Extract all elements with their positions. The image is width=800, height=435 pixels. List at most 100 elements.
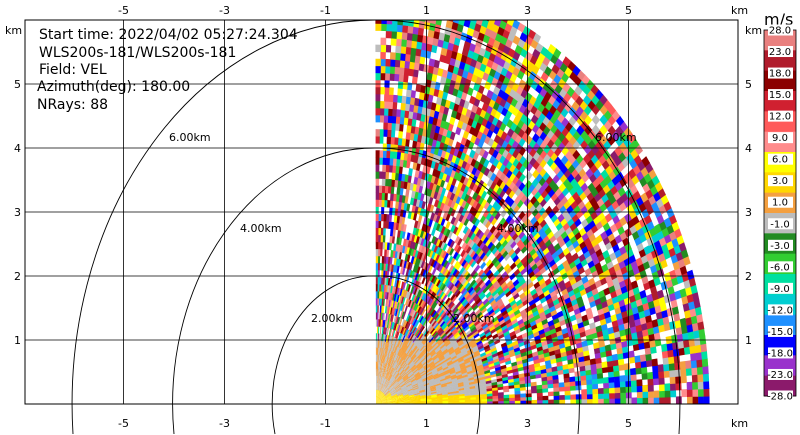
velocity-bin	[477, 204, 484, 214]
velocity-bin	[518, 164, 526, 174]
velocity-bin	[418, 384, 425, 389]
velocity-bin	[401, 335, 406, 343]
velocity-bin	[388, 374, 392, 381]
velocity-bin	[541, 380, 548, 386]
velocity-bin	[388, 384, 393, 390]
velocity-bin	[417, 274, 423, 283]
velocity-bin	[453, 344, 460, 350]
velocity-bin	[469, 356, 476, 362]
velocity-bin	[542, 322, 550, 330]
velocity-bin	[507, 136, 515, 147]
velocity-bin	[392, 293, 395, 301]
velocity-bin	[517, 190, 525, 200]
velocity-bin	[381, 369, 384, 377]
velocity-bin	[405, 329, 410, 337]
velocity-bin	[434, 324, 441, 331]
velocity-bin	[455, 300, 462, 309]
velocity-bin	[429, 327, 436, 335]
velocity-bin	[381, 400, 388, 403]
velocity-bin	[583, 250, 591, 259]
velocity-bin	[395, 158, 401, 167]
velocity-bin	[646, 359, 653, 368]
velocity-bin	[401, 195, 406, 204]
velocity-bin	[392, 165, 397, 173]
velocity-bin	[536, 388, 543, 394]
velocity-bin	[378, 319, 380, 327]
velocity-bin	[482, 217, 489, 227]
velocity-bin	[377, 361, 379, 369]
velocity-bin	[439, 249, 445, 258]
velocity-bin	[387, 335, 390, 343]
velocity-bin	[377, 389, 379, 398]
velocity-bin	[503, 231, 510, 240]
velocity-bin	[376, 397, 380, 404]
velocity-bin	[692, 388, 699, 397]
velocity-bin	[498, 225, 505, 234]
velocity-bin	[474, 377, 481, 382]
velocity-bin	[444, 277, 450, 286]
velocity-bin	[397, 309, 401, 318]
velocity-bin	[427, 345, 433, 351]
velocity-bin	[383, 291, 386, 299]
velocity-bin	[539, 167, 547, 178]
velocity-bin	[393, 381, 399, 387]
velocity-bin	[472, 191, 479, 201]
velocity-bin	[388, 328, 392, 336]
velocity-bin	[426, 100, 433, 110]
velocity-bin	[443, 33, 451, 43]
velocity-bin	[409, 316, 414, 324]
velocity-bin	[690, 359, 698, 369]
velocity-bin	[553, 399, 560, 404]
velocity-bin	[381, 399, 387, 403]
velocity-bin	[670, 298, 678, 309]
velocity-bin	[380, 227, 384, 236]
velocity-bin	[634, 317, 642, 327]
velocity-bin	[441, 40, 449, 50]
velocity-bin	[378, 375, 380, 384]
velocity-bin	[384, 370, 387, 378]
velocity-bin	[480, 334, 487, 341]
velocity-bin	[476, 324, 483, 331]
velocity-bin	[405, 298, 409, 306]
velocity-bin	[448, 35, 456, 45]
velocity-bin	[486, 319, 494, 327]
velocity-bin	[396, 187, 401, 195]
velocity-bin	[410, 317, 415, 325]
velocity-bin	[635, 257, 644, 267]
velocity-bin	[586, 388, 593, 395]
velocity-bin	[378, 368, 380, 377]
velocity-bin	[417, 236, 423, 245]
velocity-bin	[464, 235, 471, 245]
velocity-bin	[447, 290, 453, 298]
velocity-bin	[398, 367, 403, 374]
velocity-bin	[464, 397, 471, 400]
velocity-bin	[575, 261, 583, 271]
velocity-bin	[512, 343, 520, 350]
velocity-bin	[403, 375, 409, 381]
velocity-bin	[431, 283, 437, 292]
velocity-bin	[497, 350, 504, 356]
velocity-bin	[375, 248, 379, 257]
velocity-bin	[463, 312, 470, 320]
velocity-bin	[392, 399, 399, 401]
velocity-bin	[431, 330, 438, 337]
velocity-bin	[446, 384, 453, 388]
velocity-bin	[495, 241, 502, 250]
velocity-bin	[380, 298, 382, 306]
velocity-bin	[459, 395, 465, 399]
velocity-bin	[441, 195, 447, 204]
velocity-bin	[472, 199, 479, 209]
velocity-bin	[412, 69, 419, 78]
velocity-bin	[703, 395, 710, 404]
velocity-bin	[389, 366, 393, 374]
velocity-bin	[426, 305, 432, 313]
velocity-bin	[375, 255, 379, 264]
velocity-bin	[409, 300, 413, 308]
velocity-bin	[498, 278, 506, 286]
velocity-bin	[510, 251, 517, 260]
velocity-bin	[580, 374, 587, 381]
velocity-bin	[445, 228, 451, 238]
velocity-bin	[531, 228, 539, 237]
velocity-bin	[465, 293, 472, 301]
velocity-bin	[381, 355, 384, 363]
